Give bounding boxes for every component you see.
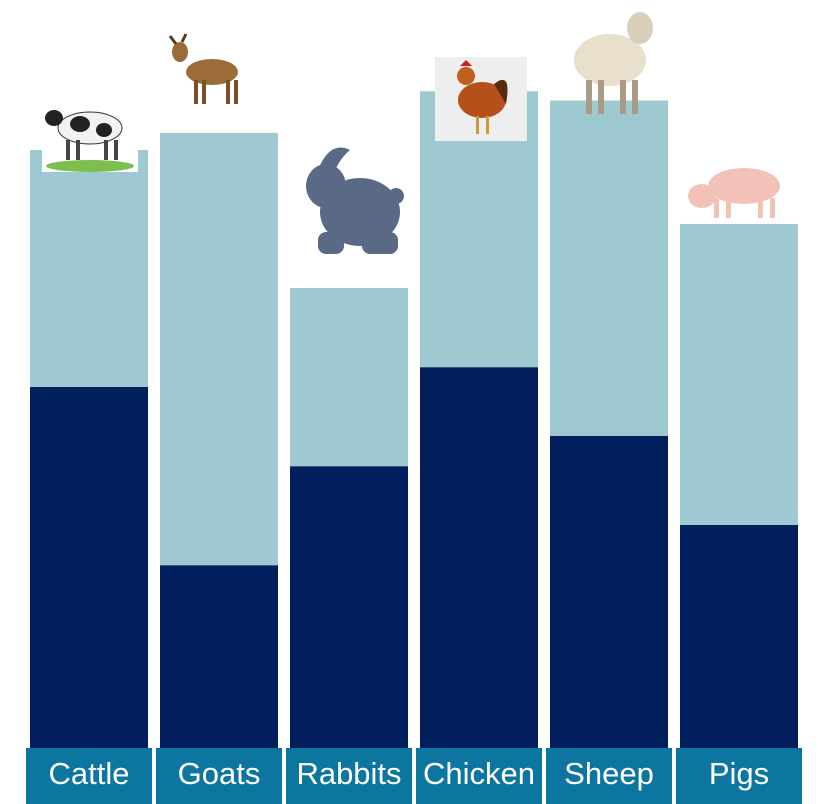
bar-segment (550, 100, 668, 436)
category-label: Pigs (709, 756, 769, 791)
bar-segment (160, 565, 278, 748)
bar-segment (290, 466, 408, 748)
pig-icon (688, 168, 780, 218)
category-label-box (286, 748, 412, 804)
goat-icon (168, 33, 238, 104)
category-label: Cattle (49, 756, 130, 791)
category-label: Rabbits (296, 756, 401, 791)
bar-segment (290, 287, 408, 467)
chicken-icon (435, 57, 527, 141)
category-labels: Cattle Goats Rabbits Chicken Sheep Pigs (26, 748, 802, 804)
bar-segment (420, 367, 538, 748)
animal-icons (42, 12, 780, 254)
category-label-box (546, 748, 672, 804)
category-label-box (26, 748, 152, 804)
category-label-box (156, 748, 282, 804)
category-label: Goats (178, 756, 261, 791)
category-label-box (676, 748, 802, 804)
bar-segment (680, 524, 798, 748)
bar-segment (30, 150, 148, 387)
bar-segment (680, 223, 798, 525)
category-label: Chicken (423, 756, 535, 791)
bar-segment (160, 132, 278, 566)
bar-segment (550, 435, 668, 748)
bars (30, 91, 798, 748)
cattle-icon (42, 100, 138, 172)
category-label: Sheep (564, 756, 654, 791)
category-label-box (416, 748, 542, 804)
rabbit-icon (306, 147, 404, 254)
sheep-icon (574, 12, 653, 114)
bar-segment (30, 386, 148, 748)
